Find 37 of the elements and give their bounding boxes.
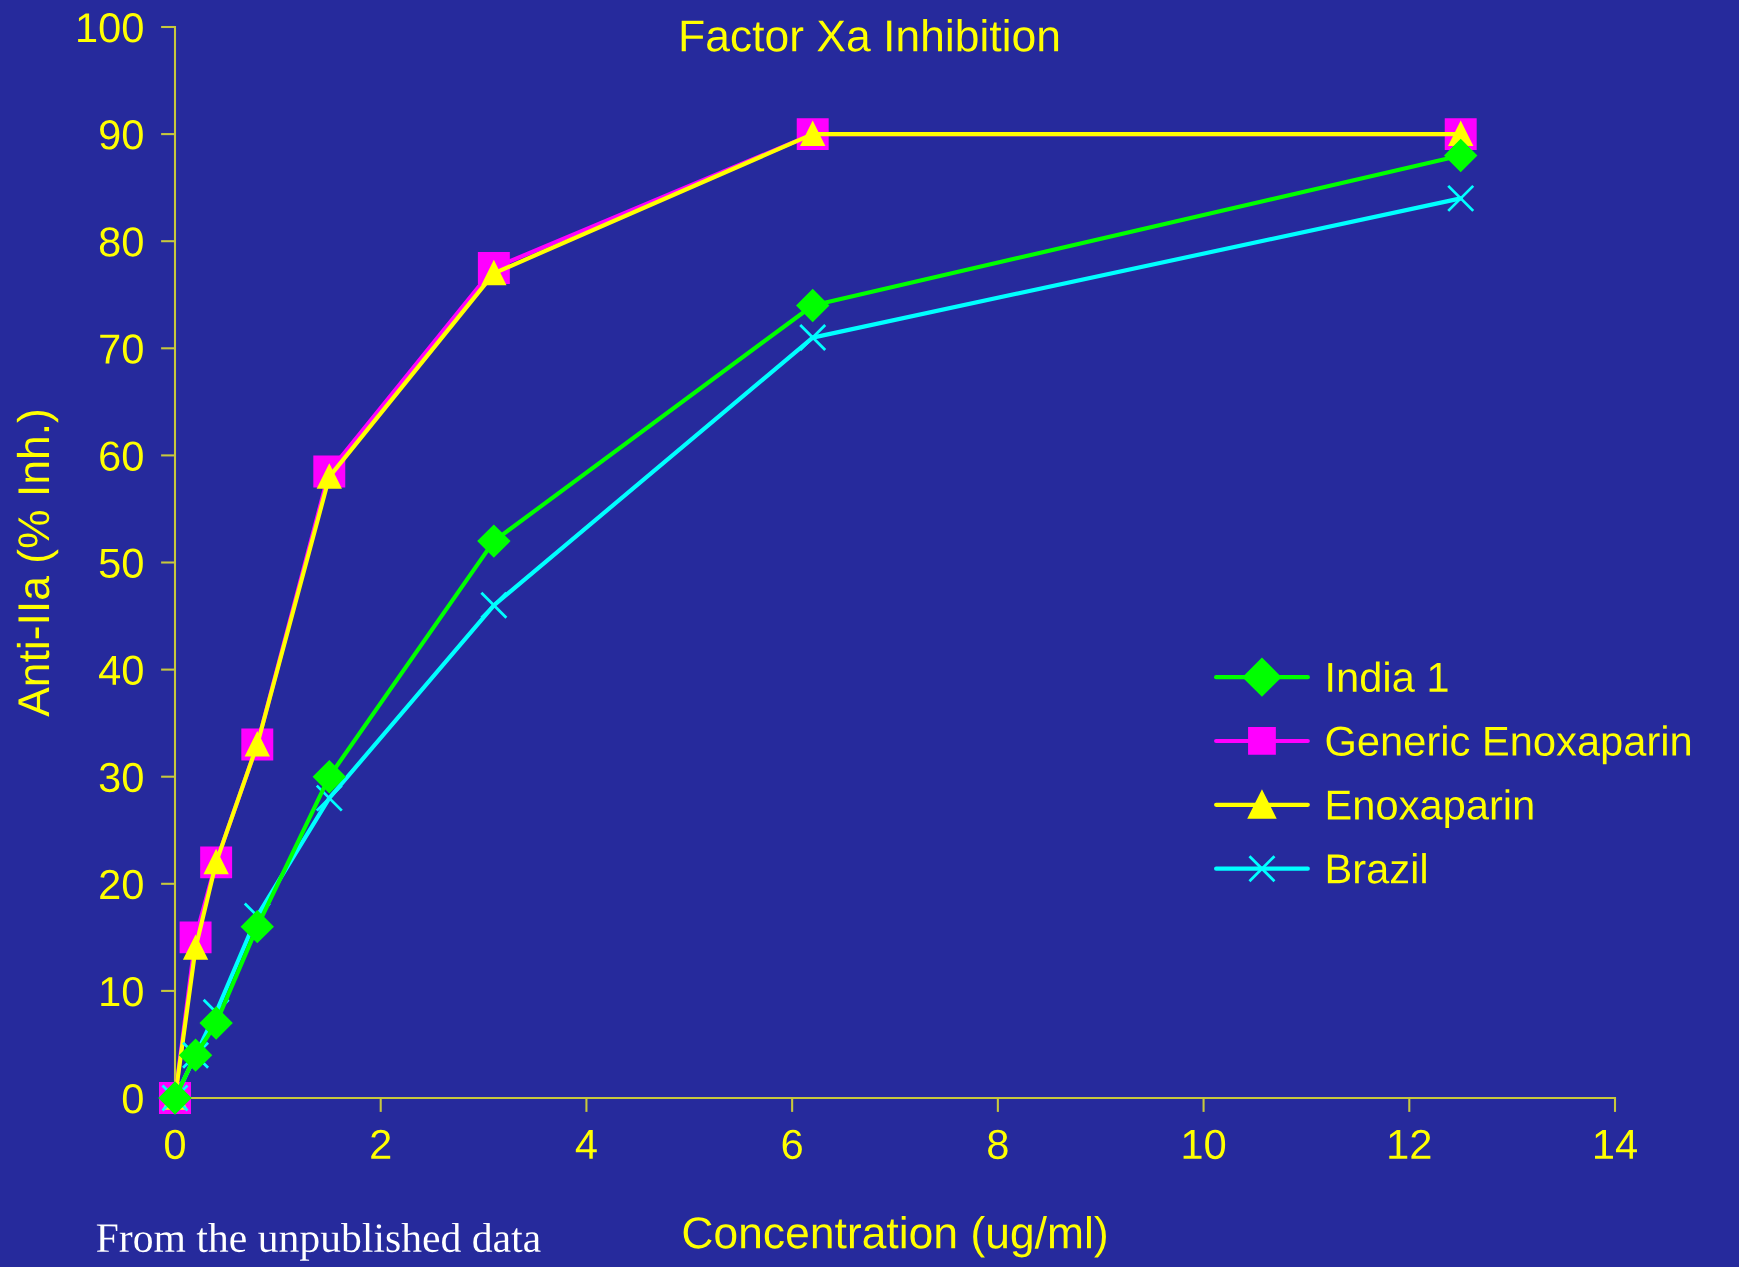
x-tick-label: 6 xyxy=(782,1129,802,1160)
x-tick-label: 10 xyxy=(1183,1129,1226,1160)
y-tick-label: 100 xyxy=(78,13,143,43)
point xyxy=(479,591,508,620)
x-tick-label: 14 xyxy=(1595,1130,1637,1159)
text: From the unpublished data xyxy=(96,1222,541,1261)
y-tick-label: 10 xyxy=(101,976,143,1007)
y-tick-label: 50 xyxy=(99,548,143,579)
x-tick-label: 2 xyxy=(371,1129,391,1159)
y-axis-title: Anti-IIa (% Inh.) xyxy=(16,410,59,717)
legend-label: India 1 xyxy=(1328,661,1448,693)
point xyxy=(477,524,510,558)
point xyxy=(798,323,827,352)
y-tick-label: 30 xyxy=(99,762,143,793)
point xyxy=(200,1006,233,1040)
x-tick-label: 8 xyxy=(988,1129,1008,1160)
legend-label: Enoxaparin xyxy=(1327,789,1533,829)
y-tick-label: 0 xyxy=(122,1084,143,1114)
y-tick-label: 40 xyxy=(99,655,143,686)
y-tick-label: 60 xyxy=(100,441,143,471)
x-tick-label: 4 xyxy=(575,1130,597,1159)
point xyxy=(315,784,344,813)
chart-title: Factor Xa Inhibition xyxy=(681,19,1059,52)
point xyxy=(241,910,274,943)
y-tick-label: 20 xyxy=(100,869,143,900)
x-tick-label: 0 xyxy=(165,1129,185,1160)
y-tick-label: 90 xyxy=(100,120,143,150)
point xyxy=(796,289,829,322)
x-axis-title: Concentration (ug/ml) xyxy=(683,1216,1106,1258)
point xyxy=(313,760,346,793)
y-tick-label: 70 xyxy=(100,334,143,364)
legend-label: Generic Enoxaparin xyxy=(1326,725,1691,765)
legend-label: Brazil xyxy=(1327,853,1426,884)
y-tick-label: 80 xyxy=(99,227,143,257)
x-tick-label: 12 xyxy=(1389,1129,1431,1159)
point xyxy=(1446,184,1475,213)
point xyxy=(1444,139,1477,172)
